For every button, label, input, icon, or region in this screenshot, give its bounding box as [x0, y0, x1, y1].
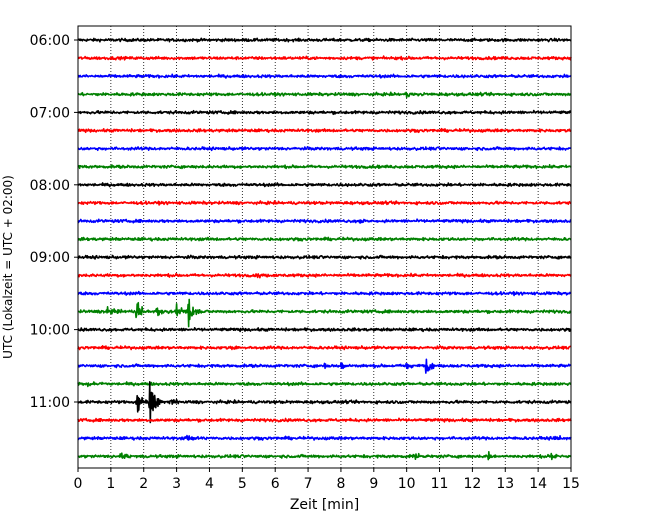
y-tick-label: 07:00: [30, 105, 70, 121]
trace-line: [77, 358, 572, 374]
y-tick-label: 08:00: [30, 178, 70, 194]
y-axis-label: UTC (Lokalzeit = UTC + 02:00): [1, 175, 15, 359]
x-tick-label: 14: [529, 476, 547, 492]
plot-frame: [77, 25, 572, 469]
x-tick-label: 13: [496, 476, 514, 492]
y-tick-label: 10:00: [30, 323, 70, 339]
x-tick-label: 5: [238, 476, 247, 492]
x-tick-label: 12: [463, 476, 481, 492]
trace-line: [77, 109, 572, 116]
trace-line: [77, 298, 572, 328]
trace-line: [77, 37, 572, 43]
trace-line: [77, 380, 572, 424]
trace-line: [77, 326, 572, 333]
x-axis-label: Zeit [min]: [290, 497, 359, 513]
x-tick-label: 11: [431, 476, 449, 492]
trace-line: [77, 272, 572, 279]
trace-line: [77, 182, 572, 188]
trace-line: [77, 290, 572, 297]
trace-line: [77, 450, 572, 461]
trace-line: [77, 200, 572, 206]
x-tick-label: 10: [398, 476, 416, 492]
x-tick-label: 4: [205, 476, 214, 492]
trace-line: [77, 417, 572, 423]
trace-line: [77, 254, 572, 260]
y-tick-label: 11:00: [30, 395, 70, 411]
trace-line: [77, 236, 572, 242]
traces: [77, 37, 572, 461]
trace-line: [77, 145, 572, 152]
trace-line: [77, 434, 572, 441]
trace-line: [77, 55, 572, 61]
x-tick-label: 6: [271, 476, 280, 492]
y-tick-label: 09:00: [30, 250, 70, 266]
trace-line: [77, 164, 572, 170]
trace-line: [77, 218, 572, 224]
x-tick-label: 1: [106, 476, 115, 492]
x-tick-label: 9: [369, 476, 378, 492]
y-axis: 06:00 07:00 08:00 09:00 10:00 11:00: [30, 33, 78, 411]
x-tick-label: 0: [74, 476, 83, 492]
trace-line: [77, 73, 572, 79]
x-tick-label: 3: [172, 476, 181, 492]
x-tick-label: 2: [139, 476, 148, 492]
x-axis: 0 1 2 3 4 5 6 7 8 9 10 11 12 13 14 15: [74, 468, 580, 492]
y-tick-label: 06:00: [30, 33, 70, 49]
x-tick-label: 7: [304, 476, 313, 492]
x-tick-label: 15: [562, 476, 580, 492]
trace-line: [77, 381, 572, 388]
trace-line: [77, 345, 572, 351]
trace-line: [77, 91, 572, 99]
x-tick-label: 8: [336, 476, 345, 492]
trace-line: [77, 127, 572, 134]
